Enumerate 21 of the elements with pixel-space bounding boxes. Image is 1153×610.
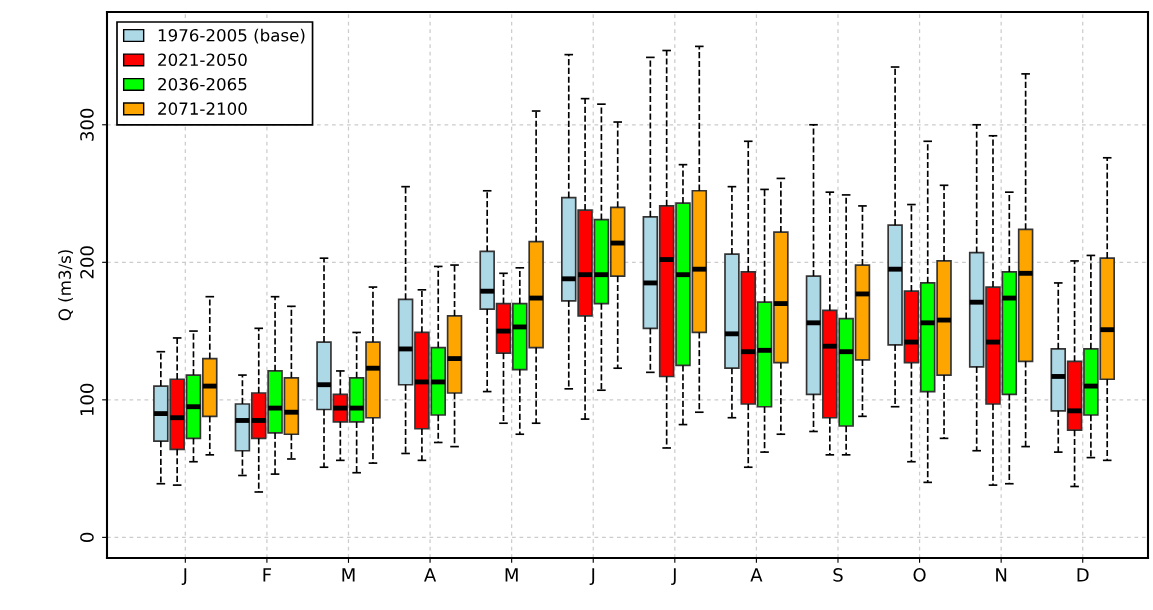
y-tick-label: 300 (80, 108, 94, 141)
y-tick-label: 200 (80, 246, 94, 279)
legend-label: 2021-2050 (158, 53, 247, 67)
legend-label: 2071-2100 (158, 102, 247, 115)
x-tick-label: A (424, 568, 437, 582)
x-tick-label: N (996, 568, 1007, 582)
x-tick-label: S (833, 568, 843, 582)
x-tick-label: O (913, 568, 926, 582)
x-tick-label: F (263, 568, 272, 582)
x-tick-label: A (750, 568, 763, 582)
x-tick-label: M (342, 568, 355, 582)
x-tick-label: J (181, 568, 187, 586)
y-tick-label: 0 (80, 532, 94, 542)
y-axis-title: Q (m3/s) (58, 250, 73, 321)
y-tick-label: 100 (80, 383, 94, 416)
x-tick-label: M (505, 568, 518, 582)
legend-label: 2036-2065 (158, 77, 247, 91)
x-tick-label: J (589, 568, 595, 586)
x-tick-label: D (1077, 568, 1089, 582)
x-tick-label: J (671, 568, 676, 586)
legend-label: 1976-2005 (base) (158, 28, 305, 44)
